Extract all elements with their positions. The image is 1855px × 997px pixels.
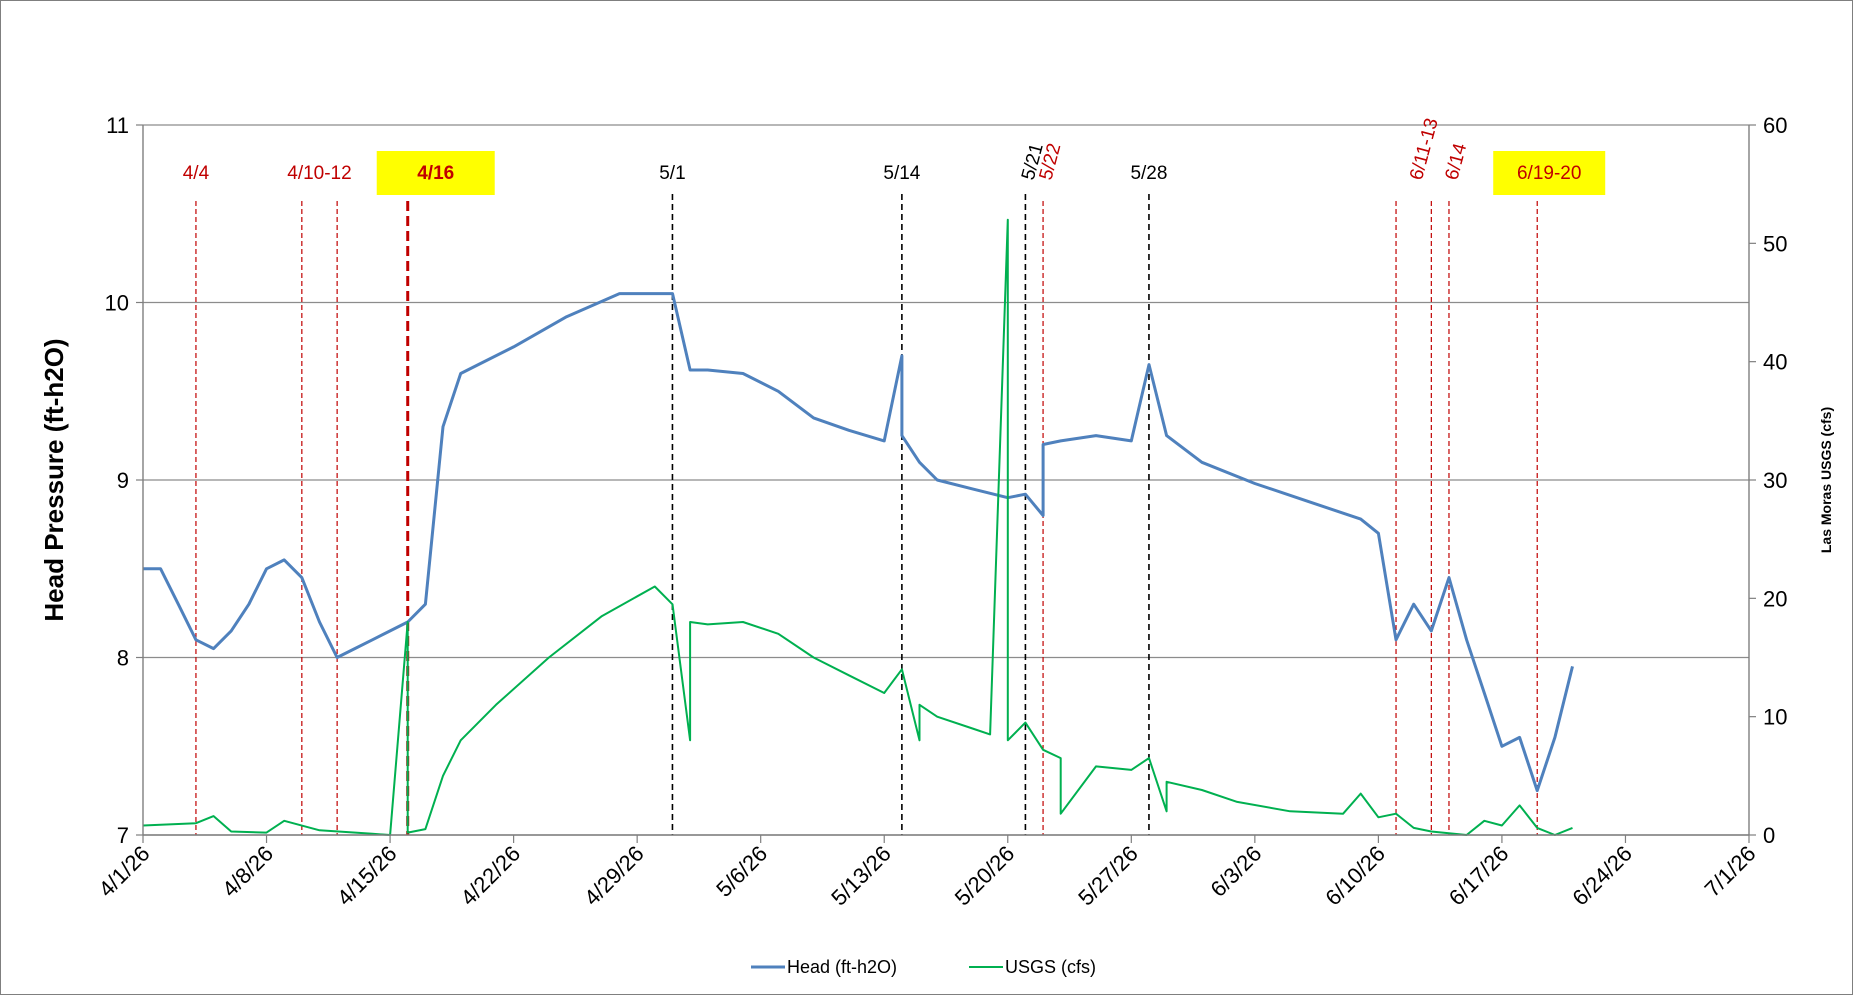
legend-head-label: Head (ft-h2O) [787,957,897,977]
x-tick-label: 4/22/26 [456,841,526,911]
legend-usgs-label: USGS (cfs) [1005,957,1096,977]
y-tick-label: 7 [117,823,129,848]
gridlines [143,124,1749,836]
y-tick-label: 10 [105,291,129,316]
event-highlight [1493,151,1606,195]
event-label: 4/4 [183,163,210,184]
x-tick-label: 7/1/26 [1700,841,1761,902]
event-label: 4/16 [417,163,454,184]
event-annotations: 4/4 4/10-12 4/16 5/1 5/14 5/215/22 5/28 6/11-13… [183,116,1606,835]
y2-tick-label: 0 [1763,823,1775,848]
x-tick-label: 4/8/26 [217,841,278,902]
x-tick-label: 6/17/26 [1444,841,1514,911]
y2-tick-label: 60 [1763,113,1787,138]
y2-tick-label: 50 [1763,231,1787,256]
x-tick-label: 4/29/26 [579,841,649,911]
event-label: 6/14 [1442,141,1472,183]
x-tick-label: 6/10/26 [1320,841,1390,911]
legend: Head (ft-h2O) USGS (cfs) [751,957,1096,977]
event-label: 5/1 [659,163,685,184]
event-label: 5/14 [883,163,920,184]
y2-axis-title: Las Moras USGS (cfs) [1818,407,1834,553]
x-tick-label: 5/6/26 [711,841,772,902]
y-tick-label: 11 [106,113,129,138]
x-tick-label: 6/3/26 [1205,841,1266,902]
head-series-line [143,292,1574,793]
event-label: 4/10-12 [287,163,351,184]
x-tick-label: 6/24/26 [1567,841,1637,911]
y-tick-label: 9 [117,468,129,493]
x-tick-label: 5/13/26 [826,841,896,911]
usgs-series-line [142,218,1573,836]
y-axis-title: Head Pressure (ft-h2O) [39,338,69,621]
y2-tick-label: 40 [1763,350,1787,375]
event-highlight [376,151,495,195]
axes: 7 8 9 10 11 0 10 20 30 40 50 60 4/1/26 4/8/26 4/15/26 4… [94,113,1788,910]
y2-tick-label: 30 [1763,468,1787,493]
y2-tick-label: 10 [1763,705,1787,730]
x-tick-label: 5/27/26 [1073,841,1143,911]
x-tick-label: 4/1/26 [94,841,155,902]
event-label: 6/11-13 [1406,116,1443,182]
x-tick-label: 5/20/26 [950,841,1020,911]
data-series [142,218,1574,836]
x-tick-label: 4/15/26 [332,841,402,911]
event-label: 5/28 [1130,163,1167,184]
event-label: 6/19-20 [1517,163,1581,184]
y2-tick-label: 20 [1763,586,1787,611]
y-tick-label: 8 [117,646,129,671]
